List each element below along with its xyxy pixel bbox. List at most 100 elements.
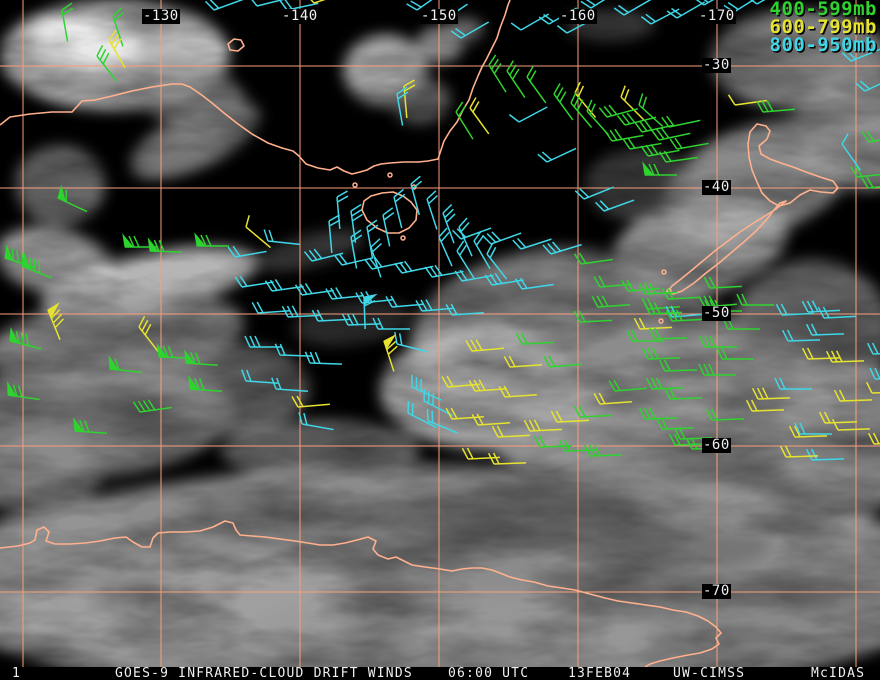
wind-barb — [705, 408, 745, 421]
wind-barb — [304, 351, 343, 365]
wind-barb — [831, 418, 871, 431]
product-date: 13FEB04 — [568, 666, 632, 680]
wind-barb — [394, 331, 429, 353]
wind-barb — [503, 355, 542, 368]
wind-barb — [350, 229, 363, 269]
wind-barb — [469, 97, 490, 135]
lon-label: -160 — [559, 8, 597, 24]
wind-barb — [841, 133, 861, 171]
cloud-blob — [260, 498, 440, 542]
wind-barb — [515, 332, 554, 345]
lat-label: -50 — [702, 305, 731, 321]
wind-barb — [132, 399, 172, 413]
wind-barb — [21, 252, 52, 279]
wind-barb — [452, 227, 492, 240]
wind-barb — [593, 392, 632, 405]
wind-barb — [363, 293, 378, 330]
wind-barb — [456, 240, 475, 279]
wind-barb — [523, 419, 562, 432]
cloud-blob — [390, 488, 650, 552]
wind-barb — [450, 21, 490, 39]
wind-barb — [613, 0, 653, 16]
wind-barb — [526, 66, 547, 104]
wind-barb — [263, 229, 300, 246]
lat-label: -60 — [702, 437, 731, 453]
wind-barb — [454, 269, 494, 282]
wind-barb — [424, 264, 464, 278]
product-title: GOES-9 INFRARED-CLOUD DRIFT WINDS — [115, 666, 413, 680]
wind-barb — [484, 272, 524, 286]
cloud-blob — [15, 145, 105, 225]
wind-barb — [488, 54, 507, 93]
wind-barb — [355, 291, 394, 304]
wind-barb — [817, 306, 856, 319]
wind-barb — [57, 184, 88, 213]
cloud-blob — [0, 430, 105, 510]
wind-barb — [638, 93, 664, 127]
wind-barb — [328, 214, 341, 253]
wind-barb — [334, 253, 374, 266]
wind-barb — [774, 377, 812, 390]
wind-barb — [461, 447, 500, 460]
wind-barb — [818, 411, 858, 424]
wind-barb — [396, 86, 409, 126]
wind-barb — [366, 219, 379, 259]
wind-barb — [869, 367, 880, 380]
frame-number: 1 — [12, 666, 22, 680]
lat-label: -70 — [702, 583, 731, 599]
wind-barb — [194, 232, 229, 247]
wind-barb — [693, 0, 733, 6]
wind-barb — [47, 302, 64, 340]
wind-barb — [156, 343, 192, 359]
wind-barb — [264, 279, 304, 292]
wind-barb — [825, 350, 865, 363]
wind-barb — [271, 377, 308, 392]
wind-barb — [642, 161, 677, 176]
wind-barb — [61, 2, 74, 42]
wind-barb — [512, 238, 552, 250]
wind-barb — [745, 399, 785, 412]
legend-entry-mid: 600-799mb — [769, 16, 877, 38]
wind-barb — [640, 143, 680, 157]
lat-label: -30 — [702, 57, 731, 73]
wind-barb — [645, 377, 685, 390]
wind-barb — [423, 388, 453, 417]
wind-barb — [487, 452, 527, 465]
wind-barb — [638, 282, 677, 295]
wind-barb — [781, 329, 821, 342]
wind-barb — [553, 83, 574, 121]
wind-barb — [841, 48, 880, 62]
wind-barb — [514, 277, 554, 290]
wind-barb — [341, 313, 381, 326]
wind-barb — [698, 295, 737, 308]
wind-barb — [665, 305, 704, 318]
wind-barb — [861, 130, 880, 143]
wind-barb — [234, 275, 274, 288]
wind-barb — [498, 385, 537, 398]
wind-barb — [861, 176, 880, 189]
wind-barb — [445, 303, 484, 316]
cloud-blob — [622, 425, 880, 535]
wind-barb — [138, 315, 160, 353]
cloud-blob — [130, 101, 260, 179]
wind-barb — [415, 299, 454, 312]
cloud-blob — [220, 420, 420, 480]
wind-barb — [865, 381, 880, 394]
wind-barb — [542, 241, 582, 255]
coastline-kangaroo-island — [227, 38, 245, 52]
wind-barb — [382, 207, 395, 247]
lon-label: -140 — [281, 8, 319, 24]
wind-barb — [244, 335, 282, 348]
wind-barb — [593, 275, 632, 288]
wind-barb — [699, 335, 737, 348]
wind-barb — [746, 0, 786, 5]
wind-barb — [866, 342, 880, 355]
wind-barb — [406, 0, 444, 11]
wind-barb — [96, 44, 118, 82]
wind-barb — [372, 317, 410, 330]
wind-barb — [108, 29, 126, 69]
legend-entry-low: 800-950mb — [769, 34, 877, 56]
wind-barb — [621, 279, 660, 292]
